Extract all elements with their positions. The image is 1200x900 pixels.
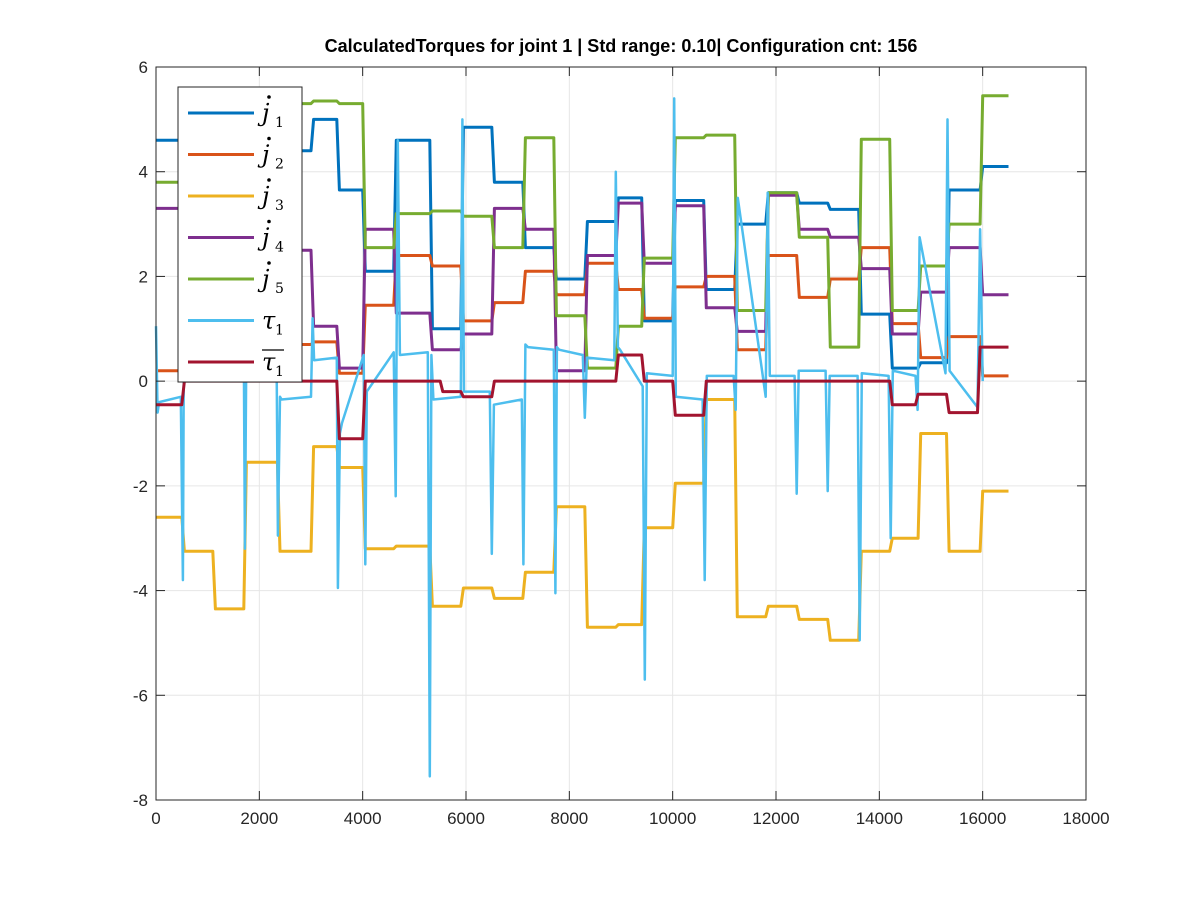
- x-tick-label: 16000: [959, 809, 1006, 828]
- x-tick-label: 12000: [752, 809, 799, 828]
- legend: j 1j 2j 3j 4j 5τ 1τ 1: [177, 86, 303, 383]
- series-line-j4: [156, 193, 1009, 373]
- axis-ticks: 0 2000 4000 6000 8000 10000 12000 14000 16000 180…: [133, 58, 1110, 828]
- y-tick-label: -8: [133, 791, 148, 810]
- x-tick-label: 8000: [550, 809, 588, 828]
- y-tick-label: 6: [139, 58, 148, 77]
- series-line-j1: [156, 117, 1009, 370]
- x-tick-label: 0: [151, 809, 160, 828]
- x-tick-label: 14000: [856, 809, 903, 828]
- y-tick-label: 0: [139, 372, 148, 391]
- legend-dot-accent: [267, 95, 271, 99]
- legend-dot-accent: [267, 178, 271, 182]
- series-line-tau1_mean: [156, 345, 1009, 441]
- chart-title: CalculatedTorques for joint 1 | Std rang…: [325, 36, 918, 56]
- legend-dot-accent: [267, 261, 271, 265]
- x-tick-label: 10000: [649, 809, 696, 828]
- legend-dot-accent: [267, 136, 271, 141]
- legend-label-subscript: 1: [275, 364, 284, 380]
- legend-box: [177, 86, 303, 383]
- y-tick-label: 4: [139, 163, 148, 182]
- legend-label-tau1: τ: [262, 307, 276, 335]
- legend-label-tau1_mean: τ: [262, 348, 276, 376]
- legend-label-subscript: 5: [275, 281, 284, 297]
- series-lines: [154, 94, 1009, 778]
- x-tick-label: 2000: [240, 809, 278, 828]
- y-tick-label: -4: [133, 582, 148, 601]
- x-tick-label: 6000: [447, 809, 485, 828]
- y-tick-label: -6: [133, 686, 148, 705]
- legend-label-subscript: 1: [275, 115, 284, 131]
- series-line-j5: [156, 94, 1009, 370]
- y-tick-label: 2: [139, 267, 148, 286]
- legend-dot-accent: [267, 219, 271, 224]
- series-line-j2: [156, 246, 1009, 378]
- axes-box: [155, 66, 1087, 801]
- legend-label-subscript: 1: [275, 323, 284, 339]
- legend-label-subscript: 3: [275, 198, 284, 214]
- legend-label-subscript: 4: [275, 240, 284, 256]
- series-line-tau1: [154, 97, 984, 778]
- x-tick-label: 4000: [344, 809, 382, 828]
- legend-label-subscript: 2: [275, 157, 284, 173]
- y-tick-label: -2: [133, 477, 148, 496]
- x-tick-label: 18000: [1062, 809, 1109, 828]
